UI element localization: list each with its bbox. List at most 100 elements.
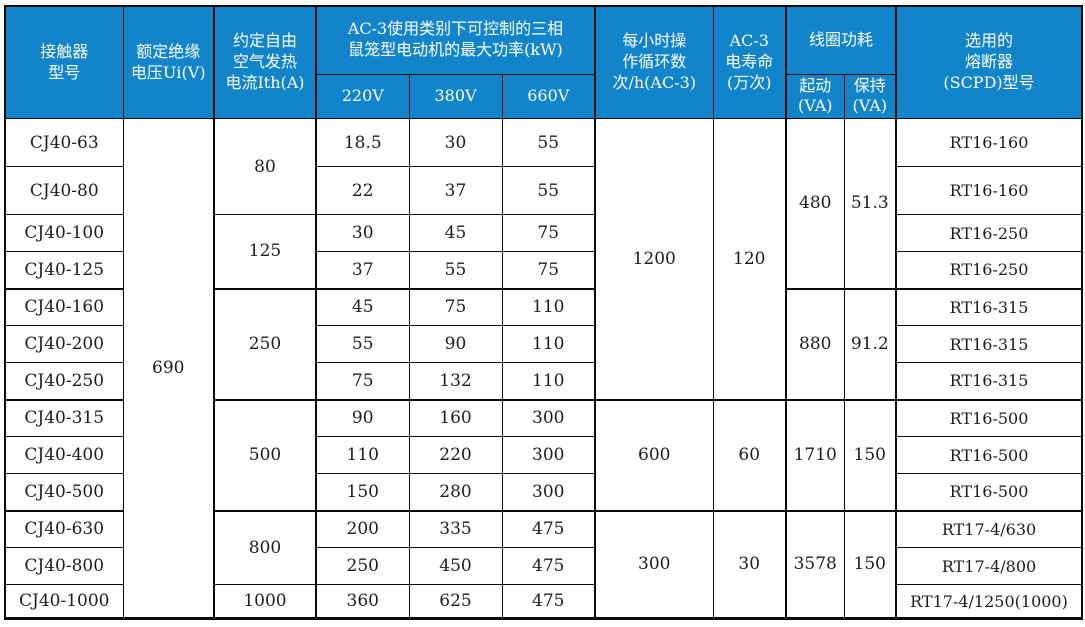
header-coil-hold: 保持 (VA)	[843, 73, 897, 120]
table-row: CJ40-800 250 450 475 RT17-4/800	[4, 547, 1083, 586]
value-cell: 90	[315, 398, 410, 438]
value-cell: 125	[213, 214, 317, 290]
value-cell: 51.3	[843, 118, 897, 290]
value-cell: 55	[501, 166, 596, 216]
header-220v: 220V	[315, 73, 410, 120]
model-cell: CJ40-80	[4, 166, 124, 216]
table-row: CJ40-100 125 30 45 75 RT16-250	[4, 214, 1083, 290]
value-cell: 55	[408, 251, 503, 290]
value-cell: 300	[501, 436, 596, 475]
value-cell: 60	[712, 398, 787, 512]
header-660v: 660V	[501, 73, 596, 120]
model-cell: CJ40-630	[4, 509, 124, 549]
value-cell: 800	[213, 509, 317, 586]
header-fuse-type: 选用的 熔断器 (SCPD)型号	[895, 5, 1083, 120]
fuse-cell: RT16-500	[895, 473, 1083, 512]
fuse-cell: RT16-315	[895, 287, 1083, 327]
table-row: CJ40-63 690 80 18.5 30 55 1200 120 480 51.3 RT16-1…	[4, 118, 1083, 620]
value-cell: 450	[408, 547, 503, 586]
table-row: CJ40-400 110 220 300 RT16-500	[4, 436, 1083, 475]
value-cell: 1710	[785, 398, 845, 512]
value-cell: 75	[501, 251, 596, 290]
table-row: CJ40-160 250 45 75 110 880 91.2 RT16-315	[4, 287, 1083, 401]
value-cell: 880	[785, 287, 845, 401]
value-cell: 250	[315, 547, 410, 586]
value-cell: 625	[408, 584, 503, 620]
table-row: CJ40-500 150 280 300 RT16-500	[4, 473, 1083, 512]
table-header: 接触器 型号 额定绝缘 电压Ui(V) 约定自由 空气发热 电流Ith(A) AC-3…	[4, 5, 1083, 120]
header-380v: 380V	[408, 73, 503, 120]
fuse-cell: RT17-4/630	[895, 509, 1083, 549]
value-cell: 300	[594, 509, 714, 620]
fuse-cell: RT16-500	[895, 436, 1083, 475]
table-row: CJ40-125 37 55 75 RT16-250	[4, 251, 1083, 290]
value-cell: 110	[501, 287, 596, 327]
value-cell: 300	[501, 473, 596, 512]
header-hourly-operating-cycles: 每小时操 作循环数 次/h(AC-3)	[594, 5, 714, 120]
model-cell: CJ40-100	[4, 214, 124, 253]
table-row: CJ40-250 75 132 110 RT16-315	[4, 362, 1083, 401]
value-cell: 75	[408, 287, 503, 327]
value-cell: 150	[843, 398, 897, 512]
value-cell: 45	[315, 287, 410, 327]
value-cell: 90	[408, 325, 503, 364]
value-cell: 55	[501, 118, 596, 168]
header-coil-start: 起动 (VA)	[785, 73, 845, 120]
value-cell: 80	[213, 118, 317, 216]
value-cell: 110	[501, 325, 596, 364]
value-cell: 600	[594, 398, 714, 512]
value-cell: 1200	[594, 118, 714, 401]
table-row: CJ40-315 500 90 160 300 600 60 1710 150 RT16-500	[4, 398, 1083, 512]
value-cell: 30	[712, 509, 787, 620]
fuse-cell: RT16-315	[895, 325, 1083, 364]
value-cell: 91.2	[843, 287, 897, 401]
model-cell: CJ40-63	[4, 118, 124, 168]
fuse-cell: RT16-250	[895, 251, 1083, 290]
model-cell: CJ40-400	[4, 436, 124, 475]
value-cell: 690	[122, 118, 215, 620]
value-cell: 360	[315, 584, 410, 620]
value-cell: 45	[408, 214, 503, 253]
value-cell: 150	[315, 473, 410, 512]
header-contactor-model: 接触器 型号	[4, 5, 124, 120]
table-row: CJ40-630 800 200 335 475 300 30 3578 150 RT17-4/6…	[4, 509, 1083, 620]
value-cell: 22	[315, 166, 410, 216]
model-cell: CJ40-800	[4, 547, 124, 586]
table-body: CJ40-63 690 80 18.5 30 55 1200 120 480 51.3 RT16-1…	[4, 118, 1083, 620]
value-cell: 220	[408, 436, 503, 475]
model-cell: CJ40-200	[4, 325, 124, 364]
table-row: CJ40-200 55 90 110 RT16-315	[4, 325, 1083, 364]
value-cell: 110	[315, 436, 410, 475]
model-cell: CJ40-500	[4, 473, 124, 512]
model-cell: CJ40-250	[4, 362, 124, 401]
header-rated-insulation-voltage: 额定绝缘 电压Ui(V)	[122, 5, 215, 120]
value-cell: 75	[501, 214, 596, 253]
fuse-cell: RT17-4/800	[895, 547, 1083, 586]
value-cell: 30	[315, 214, 410, 253]
header-ac3-max-power: AC-3使用类别下可控制的三相 鼠笼型电动机的最大功率(kW)	[315, 5, 596, 75]
value-cell: 150	[843, 509, 897, 620]
value-cell: 475	[501, 509, 596, 549]
value-cell: 30	[408, 118, 503, 168]
value-cell: 475	[501, 547, 596, 586]
header-conventional-thermal-current: 约定自由 空气发热 电流Ith(A)	[213, 5, 317, 120]
model-cell: CJ40-125	[4, 251, 124, 290]
value-cell: 37	[315, 251, 410, 290]
table-row: CJ40-1000 1000 360 625 475 RT17-4/1250(1000)	[4, 584, 1083, 620]
model-cell: CJ40-315	[4, 398, 124, 438]
value-cell: 75	[315, 362, 410, 401]
fuse-cell: RT16-315	[895, 362, 1083, 401]
value-cell: 132	[408, 362, 503, 401]
value-cell: 3578	[785, 509, 845, 620]
model-cell: CJ40-1000	[4, 584, 124, 620]
table-row: 220V 380V 660V 起动 (VA) 保持 (VA)	[5, 73, 1082, 120]
header-coil-power: 线圈功耗	[784, 5, 897, 75]
header-ac3-electrical-life: AC-3 电寿命 (万次)	[712, 5, 787, 120]
value-cell: 500	[213, 398, 317, 512]
value-cell: 18.5	[315, 118, 410, 168]
value-cell: 250	[213, 287, 317, 401]
table-row: 接触器 型号 额定绝缘 电压Ui(V) 约定自由 空气发热 电流Ith(A) AC-3…	[4, 5, 1083, 120]
value-cell: 55	[315, 325, 410, 364]
value-cell: 200	[315, 509, 410, 549]
